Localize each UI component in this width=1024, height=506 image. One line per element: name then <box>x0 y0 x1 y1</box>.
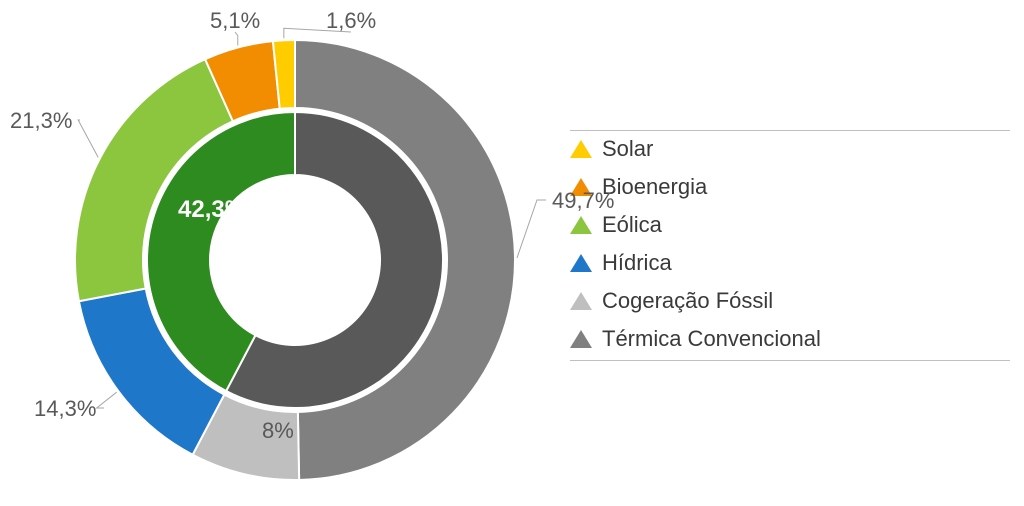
label-renew: 42,3% <box>178 196 246 224</box>
legend-label-solar: Solar <box>602 136 653 162</box>
legend-marker-eolica <box>570 216 592 234</box>
legend-item-bioenergia: Bioenergia <box>570 168 1010 206</box>
legend-item-hidrica: Hídrica <box>570 244 1010 282</box>
legend-label-bioenergia: Bioenergia <box>602 174 707 200</box>
label-nonrenew: 57,7% <box>310 266 378 294</box>
legend-label-eolica: Eólica <box>602 212 662 238</box>
legend-item-cogeracao: Cogeração Fóssil <box>570 282 1010 320</box>
legend-bottom-rule <box>570 360 1010 361</box>
leader-bioenergia <box>235 32 238 46</box>
legend-label-cogeracao: Cogeração Fóssil <box>602 288 773 314</box>
label-termica: 49,7% <box>552 188 614 214</box>
legend-item-termica: Térmica Convencional <box>570 320 1010 358</box>
legend: Solar Bioenergia Eólica Hídrica Cogeração Fó… <box>570 130 1010 358</box>
label-cogeracao: 8% <box>262 418 294 444</box>
legend-marker-termica <box>570 330 592 348</box>
label-solar: 1,6% <box>326 8 376 34</box>
legend-marker-cogeracao <box>570 292 592 310</box>
label-bioenergia: 5,1% <box>210 8 260 34</box>
label-eolica: 21,3% <box>10 108 72 134</box>
leader-eolica <box>78 120 98 157</box>
legend-marker-hidrica <box>570 254 592 272</box>
legend-item-eolica: Eólica <box>570 206 1010 244</box>
legend-label-termica: Térmica Convencional <box>602 326 821 352</box>
legend-label-hidrica: Hídrica <box>602 250 672 276</box>
legend-marker-solar <box>570 140 592 158</box>
leader-termica <box>517 200 546 258</box>
chart-root: Solar Bioenergia Eólica Hídrica Cogeração Fó… <box>0 0 1024 506</box>
legend-item-solar: Solar <box>570 130 1010 168</box>
leader-hidrica <box>97 392 117 408</box>
label-hidrica: 14,3% <box>34 396 96 422</box>
